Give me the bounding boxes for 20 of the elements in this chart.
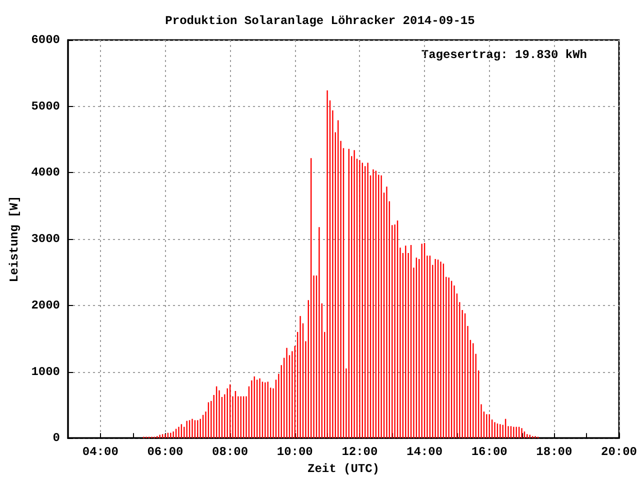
y-axis-title: Leistung [W] xyxy=(7,196,22,282)
x-tick-label: 06:00 xyxy=(147,445,184,460)
x-axis-title: Zeit (UTC) xyxy=(307,462,380,476)
y-tick-label: 3000 xyxy=(31,232,60,246)
x-tick-label: 10:00 xyxy=(276,445,313,460)
y-tick-label: 4000 xyxy=(31,166,60,180)
annotation: Tagesertrag: 19.830 kWh xyxy=(421,48,588,62)
x-tick-label: 12:00 xyxy=(342,445,378,460)
x-tick-label: 08:00 xyxy=(212,445,248,460)
y-tick-label: 5000 xyxy=(31,99,60,114)
y-tick-label: 6000 xyxy=(31,33,60,47)
x-tick-label: 04:00 xyxy=(82,445,118,460)
chart-title: Produktion Solaranlage Löhracker 2014-09-15 xyxy=(165,14,475,28)
y-tick-label: 2000 xyxy=(31,298,60,312)
y-tick-label: 0 xyxy=(52,431,60,446)
x-tick-label: 14:00 xyxy=(406,445,443,460)
x-tick-label: 18:00 xyxy=(536,445,572,460)
x-tick-label: 20:00 xyxy=(600,445,638,460)
y-tick-label: 1000 xyxy=(31,364,60,379)
x-tick-label: 16:00 xyxy=(471,445,508,460)
